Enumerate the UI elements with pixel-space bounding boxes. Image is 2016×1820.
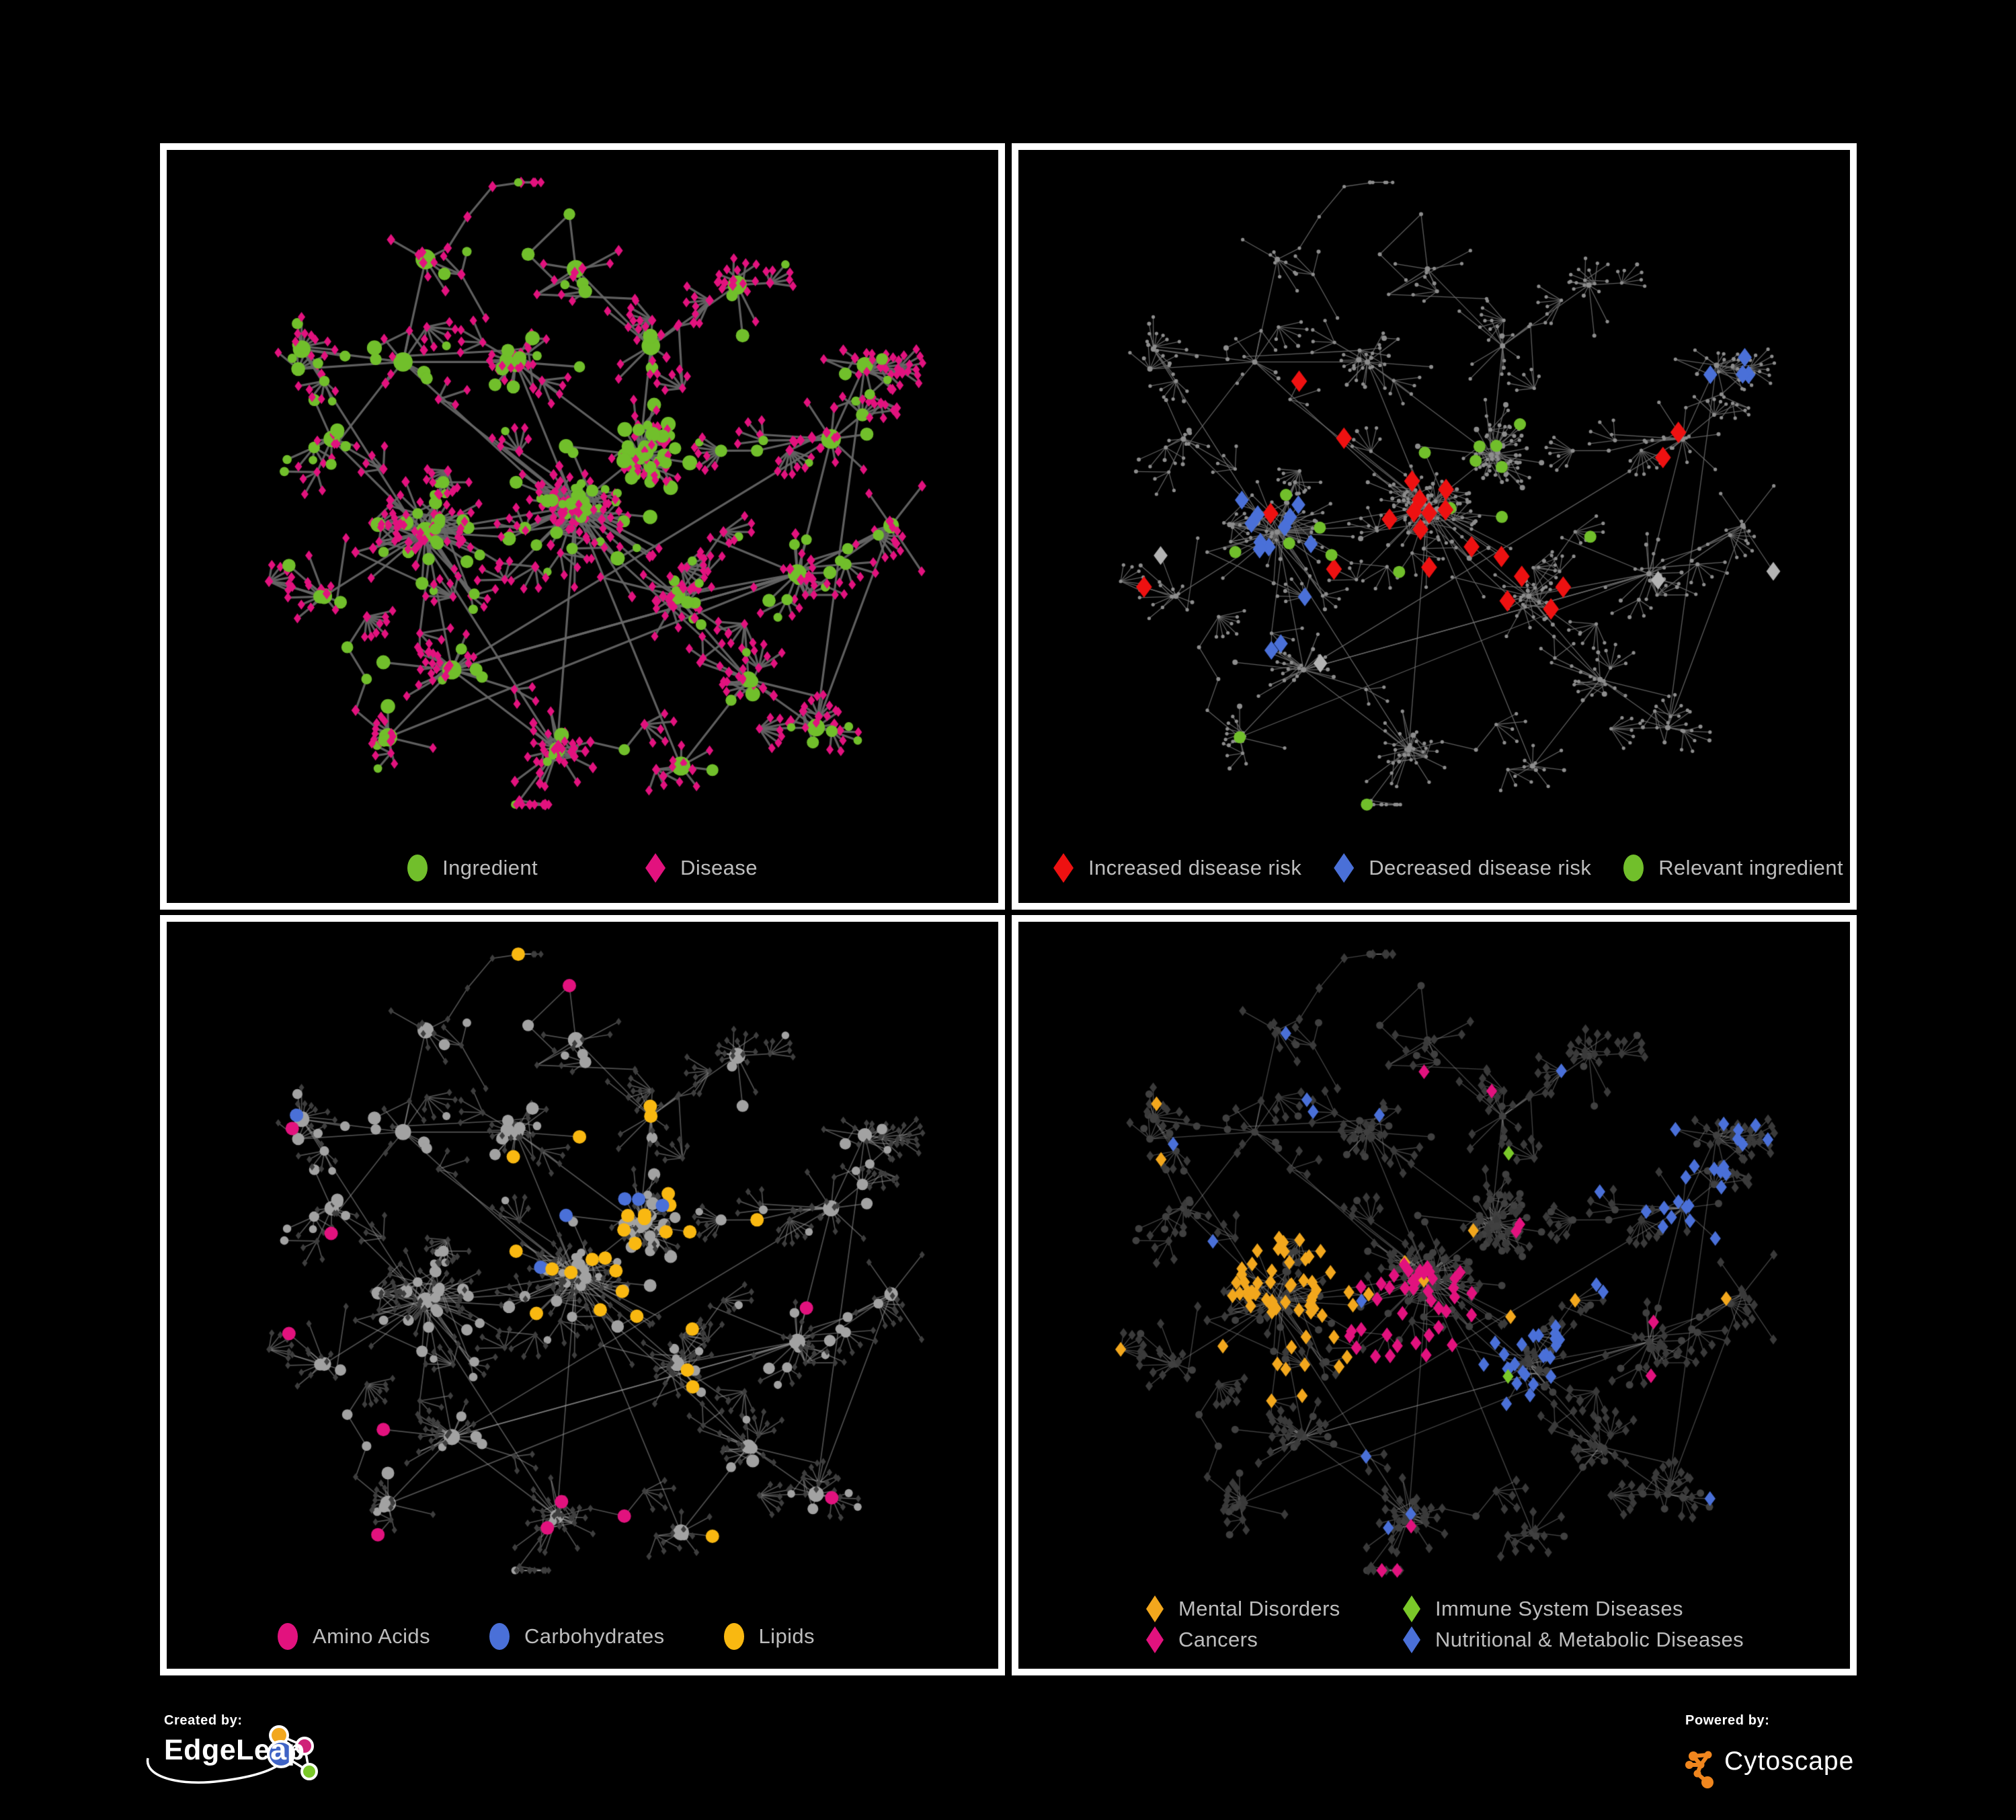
legend-label: Mental Disorders bbox=[1178, 1597, 1340, 1620]
panel-disease-risk-network: Increased disease risk Decreased disease … bbox=[1012, 143, 1857, 910]
legend-item: Decreased disease risk bbox=[1334, 853, 1591, 883]
legend-item: Ingredient bbox=[407, 855, 538, 881]
legend-label: Ingredient bbox=[442, 856, 538, 879]
legend-ingredient-disease: Ingredient Disease bbox=[167, 853, 998, 883]
legend-item: Mental Disorders bbox=[1146, 1595, 1403, 1622]
legend-label: Amino Acids bbox=[313, 1624, 430, 1648]
network-graph-disease-categories bbox=[1018, 922, 1837, 1655]
panel-ingredient-disease-network: Ingredient Disease bbox=[160, 143, 1005, 910]
powered-by-label: Powered by: bbox=[1685, 1713, 1770, 1728]
legend-item: Carbohydrates bbox=[489, 1623, 665, 1650]
network-graph-ingredient-disease bbox=[167, 150, 985, 889]
legend-label: Relevant ingredient bbox=[1658, 856, 1843, 879]
legend-marker-circle bbox=[278, 1623, 298, 1650]
legend-item: Increased disease risk bbox=[1053, 853, 1301, 883]
legend-disease-categories: Mental Disorders Immune System Diseases Ca… bbox=[1018, 1593, 1850, 1655]
legend-disease-risk: Increased disease risk Decreased disease … bbox=[1018, 853, 1850, 883]
legend-item: Immune System Diseases bbox=[1403, 1595, 1744, 1622]
legend-item: Cancers bbox=[1146, 1626, 1403, 1653]
legend-marker-diamond bbox=[1146, 1595, 1164, 1622]
powered-by-block: Powered by: bbox=[1685, 1713, 1954, 1801]
legend-label: Decreased disease risk bbox=[1369, 856, 1592, 879]
network-graph-nutrient-classes bbox=[167, 922, 985, 1655]
legend-marker-circle bbox=[489, 1623, 510, 1650]
cytoscape-logo-icon bbox=[1685, 1751, 1713, 1788]
legend-marker-diamond bbox=[1403, 1626, 1420, 1653]
legend-label: Carbohydrates bbox=[524, 1624, 665, 1648]
legend-label: Immune System Diseases bbox=[1435, 1597, 1683, 1620]
legend-marker-diamond bbox=[1403, 1595, 1420, 1622]
legend-marker-circle bbox=[1623, 855, 1644, 881]
edgeleap-logo-icon bbox=[146, 1725, 318, 1784]
legend-item: Disease bbox=[645, 853, 758, 883]
edgeleap-brand: EdgeLeap bbox=[164, 1734, 305, 1766]
created-by-block: Created by: EdgeLeap bbox=[146, 1713, 419, 1801]
legend-item: Relevant ingredient bbox=[1623, 855, 1843, 881]
legend-item: Lipids bbox=[723, 1623, 815, 1650]
legend-nutrient-classes: Amino Acids Carbohydrates Lipids bbox=[167, 1623, 998, 1650]
cytoscape-brand: Cytoscape bbox=[1724, 1747, 1855, 1776]
legend-item: Amino Acids bbox=[278, 1623, 430, 1650]
legend-marker-circle bbox=[723, 1623, 744, 1650]
created-by-label: Created by: bbox=[164, 1713, 243, 1728]
legend-marker-circle bbox=[407, 855, 428, 881]
legend-label: Disease bbox=[680, 856, 758, 879]
legend-item: Nutritional & Metabolic Diseases bbox=[1403, 1626, 1744, 1653]
legend-label: Nutritional & Metabolic Diseases bbox=[1435, 1628, 1744, 1651]
network-graph-disease-risk bbox=[1018, 150, 1837, 889]
legend-marker-diamond bbox=[1053, 853, 1074, 883]
legend-label: Lipids bbox=[758, 1624, 815, 1648]
panel-nutrient-classes-network: Amino Acids Carbohydrates Lipids bbox=[160, 915, 1005, 1675]
legend-marker-diamond bbox=[1334, 853, 1355, 883]
legend-marker-diamond bbox=[645, 853, 666, 883]
legend-label: Increased disease risk bbox=[1088, 856, 1302, 879]
legend-marker-diamond bbox=[1146, 1626, 1164, 1653]
legend-label: Cancers bbox=[1178, 1628, 1258, 1651]
panel-disease-categories-network: Mental Disorders Immune System Diseases Ca… bbox=[1012, 915, 1857, 1675]
